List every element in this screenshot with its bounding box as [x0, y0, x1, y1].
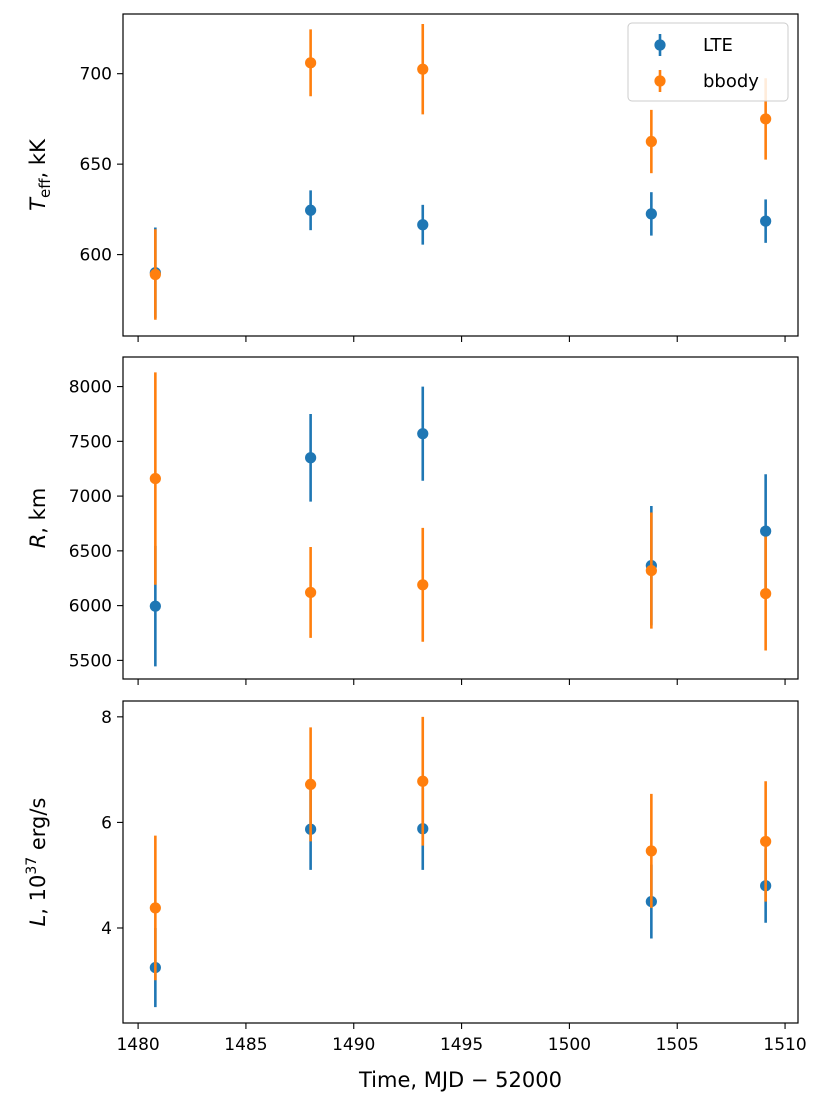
y-axis-label: Teff, kK	[26, 138, 54, 211]
y-tick-label: 7500	[69, 432, 112, 452]
data-point	[417, 63, 429, 75]
legend: LTE bbody	[627, 22, 789, 102]
y-tick-label: 650	[80, 155, 112, 175]
x-tick-label: 1485	[224, 1035, 267, 1055]
panel-luminosity: 1480 1485 1490 1495 1500 1505 1510 Time, MJD − …	[24, 700, 807, 1092]
data-point	[417, 219, 429, 231]
y-axis-unit: , km	[26, 488, 50, 534]
legend-marker	[654, 75, 666, 87]
y-axis-exponent: 37	[24, 857, 40, 875]
data-point	[149, 600, 161, 612]
axes-frame	[122, 13, 799, 337]
x-tick-label: 1490	[332, 1035, 375, 1055]
series-LTE	[149, 386, 772, 667]
data-point	[645, 208, 657, 220]
y-axis-symbol: T	[26, 196, 50, 211]
data-point	[305, 586, 317, 599]
y-tick-label: 8	[101, 708, 112, 728]
data-point	[305, 452, 317, 464]
data-point	[645, 845, 657, 857]
y-tick-label: 6500	[69, 542, 112, 562]
y-tick-label: 600	[80, 246, 112, 266]
data-point	[760, 835, 772, 848]
legend-label: LTE	[703, 35, 733, 56]
legend-marker	[654, 39, 666, 51]
panel-temperature: 600 650 700 Teff, kK LTE bbody	[26, 13, 799, 342]
y-tick-label: 700	[80, 65, 112, 85]
y-tick-label: 6000	[69, 597, 112, 617]
y-tick-label: 6	[101, 813, 112, 833]
x-tick-label: 1500	[548, 1035, 591, 1055]
data-point	[305, 778, 317, 791]
y-axis-label: L, 1037 erg/s	[24, 798, 50, 927]
y-axis-label: R, km	[26, 488, 50, 549]
series-LTE	[149, 190, 772, 318]
y-axis-unit-tail: erg/s	[26, 798, 50, 857]
y-axis-unit: , 10	[26, 875, 50, 915]
x-axis-label: Time, MJD − 52000	[358, 1068, 562, 1092]
data-point	[305, 204, 317, 216]
y-tick-label: 7000	[69, 487, 112, 507]
data-point	[149, 902, 161, 914]
series-bbody	[149, 716, 772, 981]
data-point	[645, 135, 657, 148]
series-bbody	[149, 372, 772, 651]
y-axis-symbol: R	[26, 534, 50, 549]
data-point	[760, 215, 772, 227]
data-point	[760, 113, 772, 125]
y-axis-unit: , kK	[26, 138, 50, 179]
data-point	[760, 525, 772, 537]
y-axis-subscript: eff	[36, 178, 54, 198]
data-point	[417, 579, 429, 591]
data-point	[417, 428, 429, 440]
series-bbody	[149, 23, 772, 320]
data-point	[149, 268, 161, 281]
x-tick-label: 1510	[763, 1035, 806, 1055]
y-axis-symbol: L	[26, 915, 50, 927]
x-tick-label: 1505	[656, 1035, 699, 1055]
panel-radius: 5500 6000 6500 7000 7500 8000 R, km	[26, 356, 799, 685]
data-point	[149, 472, 161, 485]
series-LTE	[149, 787, 772, 1008]
axes-frame	[122, 700, 799, 1024]
y-tick-label: 4	[101, 919, 112, 939]
axes-frame	[122, 356, 799, 680]
legend-label: bbody	[703, 71, 759, 92]
x-tick-label: 1495	[440, 1035, 483, 1055]
data-point	[417, 775, 429, 787]
legend-frame	[627, 22, 789, 102]
y-tick-label: 5500	[69, 651, 112, 671]
data-point	[305, 57, 317, 69]
data-point	[760, 587, 772, 600]
data-point	[645, 564, 657, 577]
y-tick-label: 8000	[69, 378, 112, 398]
x-tick-label: 1480	[116, 1035, 159, 1055]
